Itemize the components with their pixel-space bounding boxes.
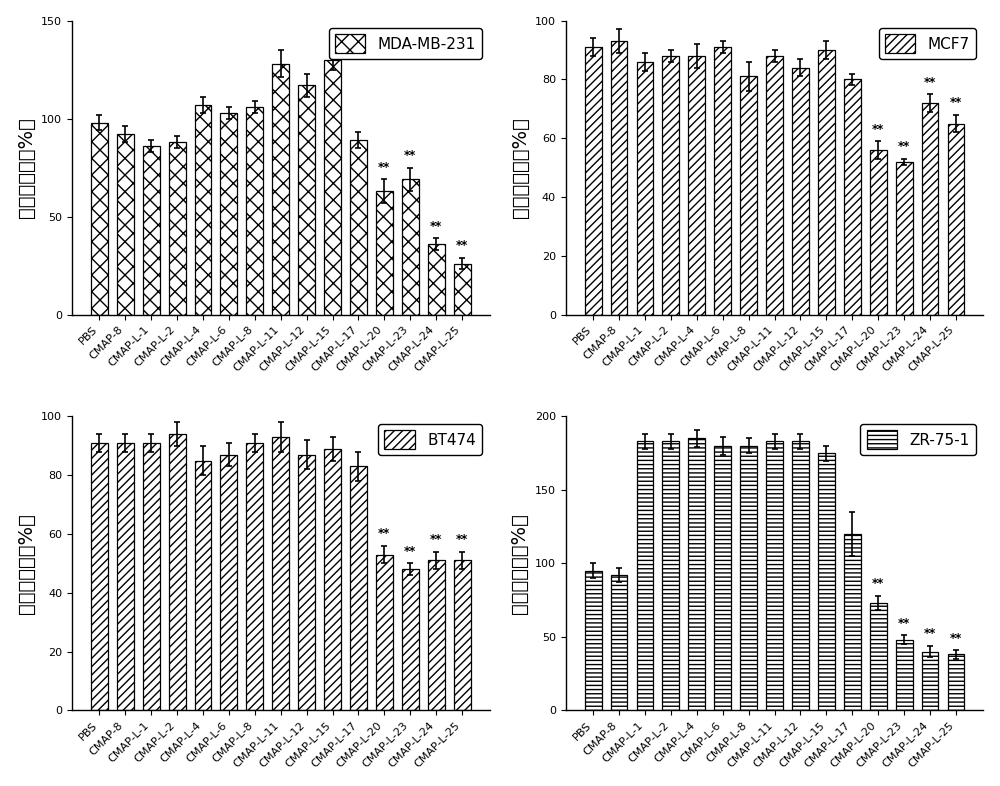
Bar <box>350 140 367 314</box>
Text: **: ** <box>950 632 962 645</box>
Text: **: ** <box>872 123 884 136</box>
Bar <box>324 60 341 314</box>
Text: **: ** <box>924 75 936 89</box>
Bar <box>818 50 835 314</box>
Bar <box>143 146 160 314</box>
Bar <box>454 263 471 314</box>
Y-axis label: 细胞存活率（%）: 细胞存活率（%） <box>510 513 529 614</box>
Legend: ZR-75-1: ZR-75-1 <box>860 424 976 455</box>
Bar <box>792 68 809 314</box>
Bar <box>376 555 393 711</box>
Bar <box>428 560 445 711</box>
Bar <box>922 103 938 314</box>
Bar <box>272 64 289 314</box>
Bar <box>662 442 679 711</box>
Bar <box>246 107 263 314</box>
Bar <box>169 142 186 314</box>
Bar <box>896 162 913 314</box>
Bar <box>740 76 757 314</box>
Bar <box>766 442 783 711</box>
Text: **: ** <box>924 627 936 641</box>
Text: **: ** <box>378 161 391 174</box>
Bar <box>220 112 237 314</box>
Legend: MDA-MB-231: MDA-MB-231 <box>329 28 482 59</box>
Bar <box>402 569 419 711</box>
Text: **: ** <box>456 240 468 252</box>
Legend: MCF7: MCF7 <box>879 28 976 59</box>
Bar <box>792 442 809 711</box>
Bar <box>454 560 471 711</box>
Bar <box>195 461 211 711</box>
Bar <box>948 123 964 314</box>
Bar <box>662 56 679 314</box>
Bar <box>896 640 913 711</box>
Bar <box>766 56 783 314</box>
Y-axis label: 细胞存活率（%）: 细胞存活率（%） <box>510 117 529 218</box>
Bar <box>740 446 757 711</box>
Bar <box>637 442 653 711</box>
Y-axis label: 细胞存活率（%）: 细胞存活率（%） <box>17 513 36 614</box>
Bar <box>611 41 627 314</box>
Bar <box>91 443 108 711</box>
Text: **: ** <box>378 527 391 541</box>
Text: **: ** <box>898 617 910 630</box>
Bar <box>585 47 602 314</box>
Bar <box>818 454 835 711</box>
Bar <box>688 439 705 711</box>
Bar <box>428 244 445 314</box>
Bar <box>169 434 186 711</box>
Bar <box>195 105 211 314</box>
Bar <box>91 123 108 314</box>
Text: **: ** <box>430 534 442 546</box>
Text: **: ** <box>404 545 416 558</box>
Bar <box>585 571 602 711</box>
Bar <box>324 449 341 711</box>
Bar <box>298 454 315 711</box>
Text: **: ** <box>456 534 468 546</box>
Bar <box>272 437 289 711</box>
Text: **: ** <box>430 220 442 233</box>
Bar <box>844 79 861 314</box>
Bar <box>117 134 134 314</box>
Bar <box>402 179 419 314</box>
Bar <box>948 655 964 711</box>
Text: **: ** <box>950 97 962 109</box>
Bar <box>870 603 887 711</box>
Bar <box>376 191 393 314</box>
Bar <box>246 443 263 711</box>
Bar <box>844 534 861 711</box>
Bar <box>870 150 887 314</box>
Bar <box>117 443 134 711</box>
Bar <box>688 56 705 314</box>
Bar <box>220 454 237 711</box>
Text: **: ** <box>872 578 884 590</box>
Text: **: ** <box>898 141 910 153</box>
Bar <box>143 443 160 711</box>
Text: **: ** <box>404 149 416 162</box>
Bar <box>714 446 731 711</box>
Bar <box>350 466 367 711</box>
Bar <box>637 62 653 314</box>
Bar <box>611 575 627 711</box>
Bar <box>922 652 938 711</box>
Legend: BT474: BT474 <box>378 424 482 455</box>
Bar <box>298 86 315 314</box>
Bar <box>714 47 731 314</box>
Y-axis label: 细胞存活率（%）: 细胞存活率（%） <box>17 117 36 218</box>
